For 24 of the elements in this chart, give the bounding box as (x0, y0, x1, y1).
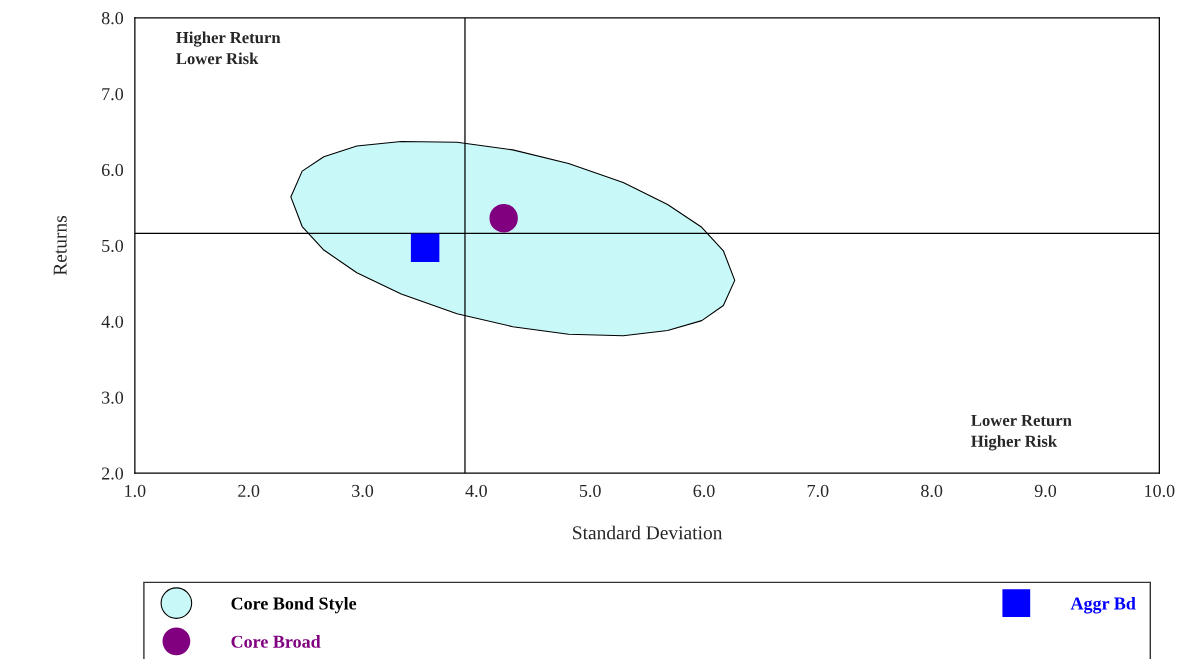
x-tick-label: 4.0 (465, 484, 487, 498)
x-tick-label: 10.0 (1145, 484, 1175, 498)
x-tick-label: 9.0 (1034, 484, 1057, 498)
x-axis-title: Standard Deviation (573, 525, 723, 540)
legend-label: Aggr Bd (1070, 596, 1136, 614)
annotation: Lower Return Higher Risk (971, 414, 1072, 451)
x-tick-label: 3.0 (352, 484, 374, 498)
x-tick-label: 7.0 (807, 484, 829, 498)
x-tick-label: 2.0 (238, 484, 260, 498)
y-tick-label: 4.0 (101, 315, 124, 328)
y-tick-label: 7.0 (102, 87, 124, 101)
y-tick-label: 5.0 (102, 239, 124, 252)
y-tick-label: 3.0 (102, 391, 124, 404)
x-tick-label: 6.0 (693, 484, 715, 498)
annotation: Higher Return Lower Risk (176, 31, 281, 65)
y-axis-title: Returns (53, 215, 67, 276)
x-tick-label: 1.0 (125, 484, 146, 498)
legend-label: Core Bond Style (231, 596, 357, 614)
y-tick-label: 6.0 (101, 163, 124, 177)
y-tick-label: 8.0 (101, 12, 124, 25)
x-tick-label: 5.0 (579, 484, 601, 498)
y-tick-label: 2.0 (101, 467, 124, 480)
legend-label: Core Broad (231, 635, 321, 648)
x-tick-label: 8.0 (921, 484, 943, 498)
